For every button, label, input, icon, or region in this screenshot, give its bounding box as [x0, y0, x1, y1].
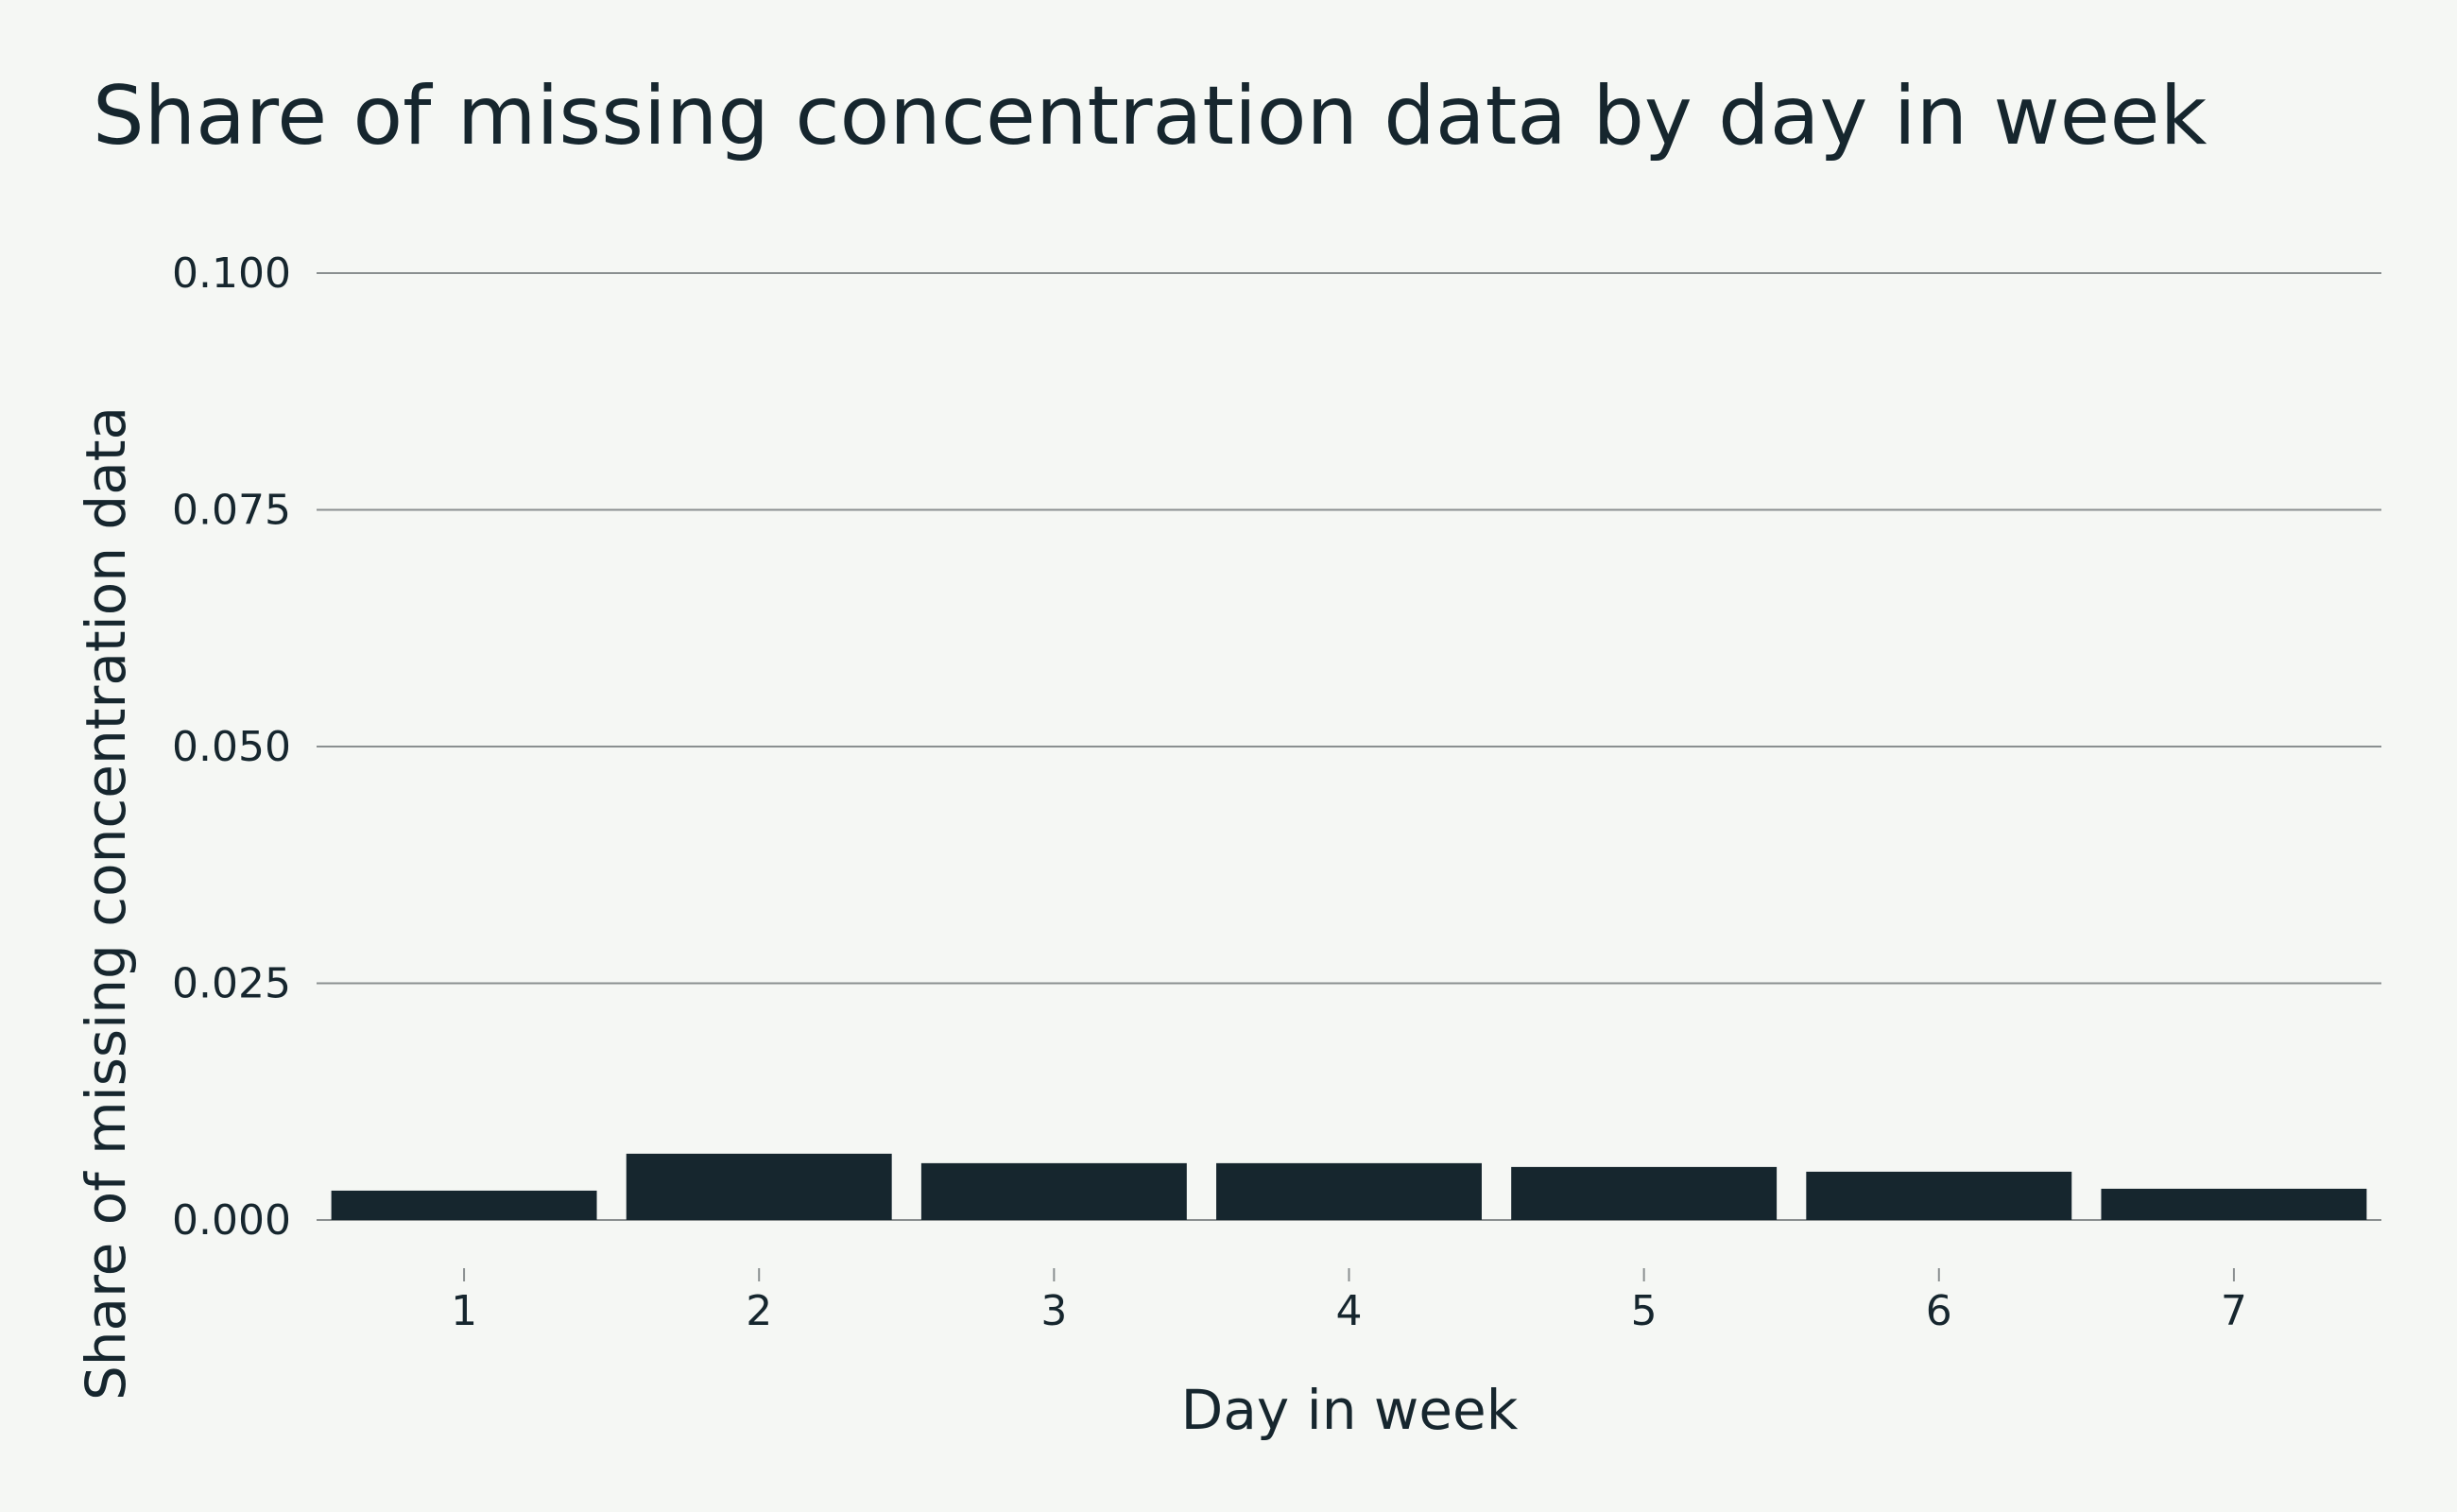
x-tick-label: 3	[1040, 1287, 1067, 1335]
y-tick-label: 0.075	[172, 487, 291, 535]
bar-day-7	[2101, 1188, 2367, 1220]
y-tick-label: 0.050	[172, 723, 291, 771]
bar-day-1	[331, 1190, 597, 1220]
x-tick-label: 1	[451, 1287, 477, 1335]
y-axis-label: Share of missing concentration data	[74, 406, 138, 1400]
x-tick-label: 5	[1631, 1287, 1658, 1335]
y-tick-label: 0.000	[172, 1196, 291, 1245]
x-tick-label: 6	[1926, 1287, 1952, 1335]
y-tick-label: 0.100	[172, 249, 291, 298]
bar-day-5	[1511, 1166, 1778, 1220]
x-tick-label: 7	[2221, 1287, 2247, 1335]
x-axis-label: Day in week	[1181, 1378, 1519, 1442]
bar-day-2	[626, 1153, 892, 1220]
x-tick-label: 4	[1336, 1287, 1363, 1335]
chart-title: Share of missing concentration data by d…	[93, 69, 2208, 163]
grid-layer: 0.000 0.025 0.050 0.075 0.100	[172, 249, 2381, 1245]
x-tick-label: 2	[746, 1287, 772, 1335]
bar-day-3	[920, 1162, 1187, 1220]
bar-day-6	[1806, 1171, 2072, 1220]
bar-day-4	[1216, 1162, 1482, 1220]
bar-layer	[331, 1153, 2367, 1220]
x-tick-layer: 1 2 3 4 5 6 7	[451, 1268, 2247, 1335]
y-tick-label: 0.025	[172, 960, 291, 1008]
